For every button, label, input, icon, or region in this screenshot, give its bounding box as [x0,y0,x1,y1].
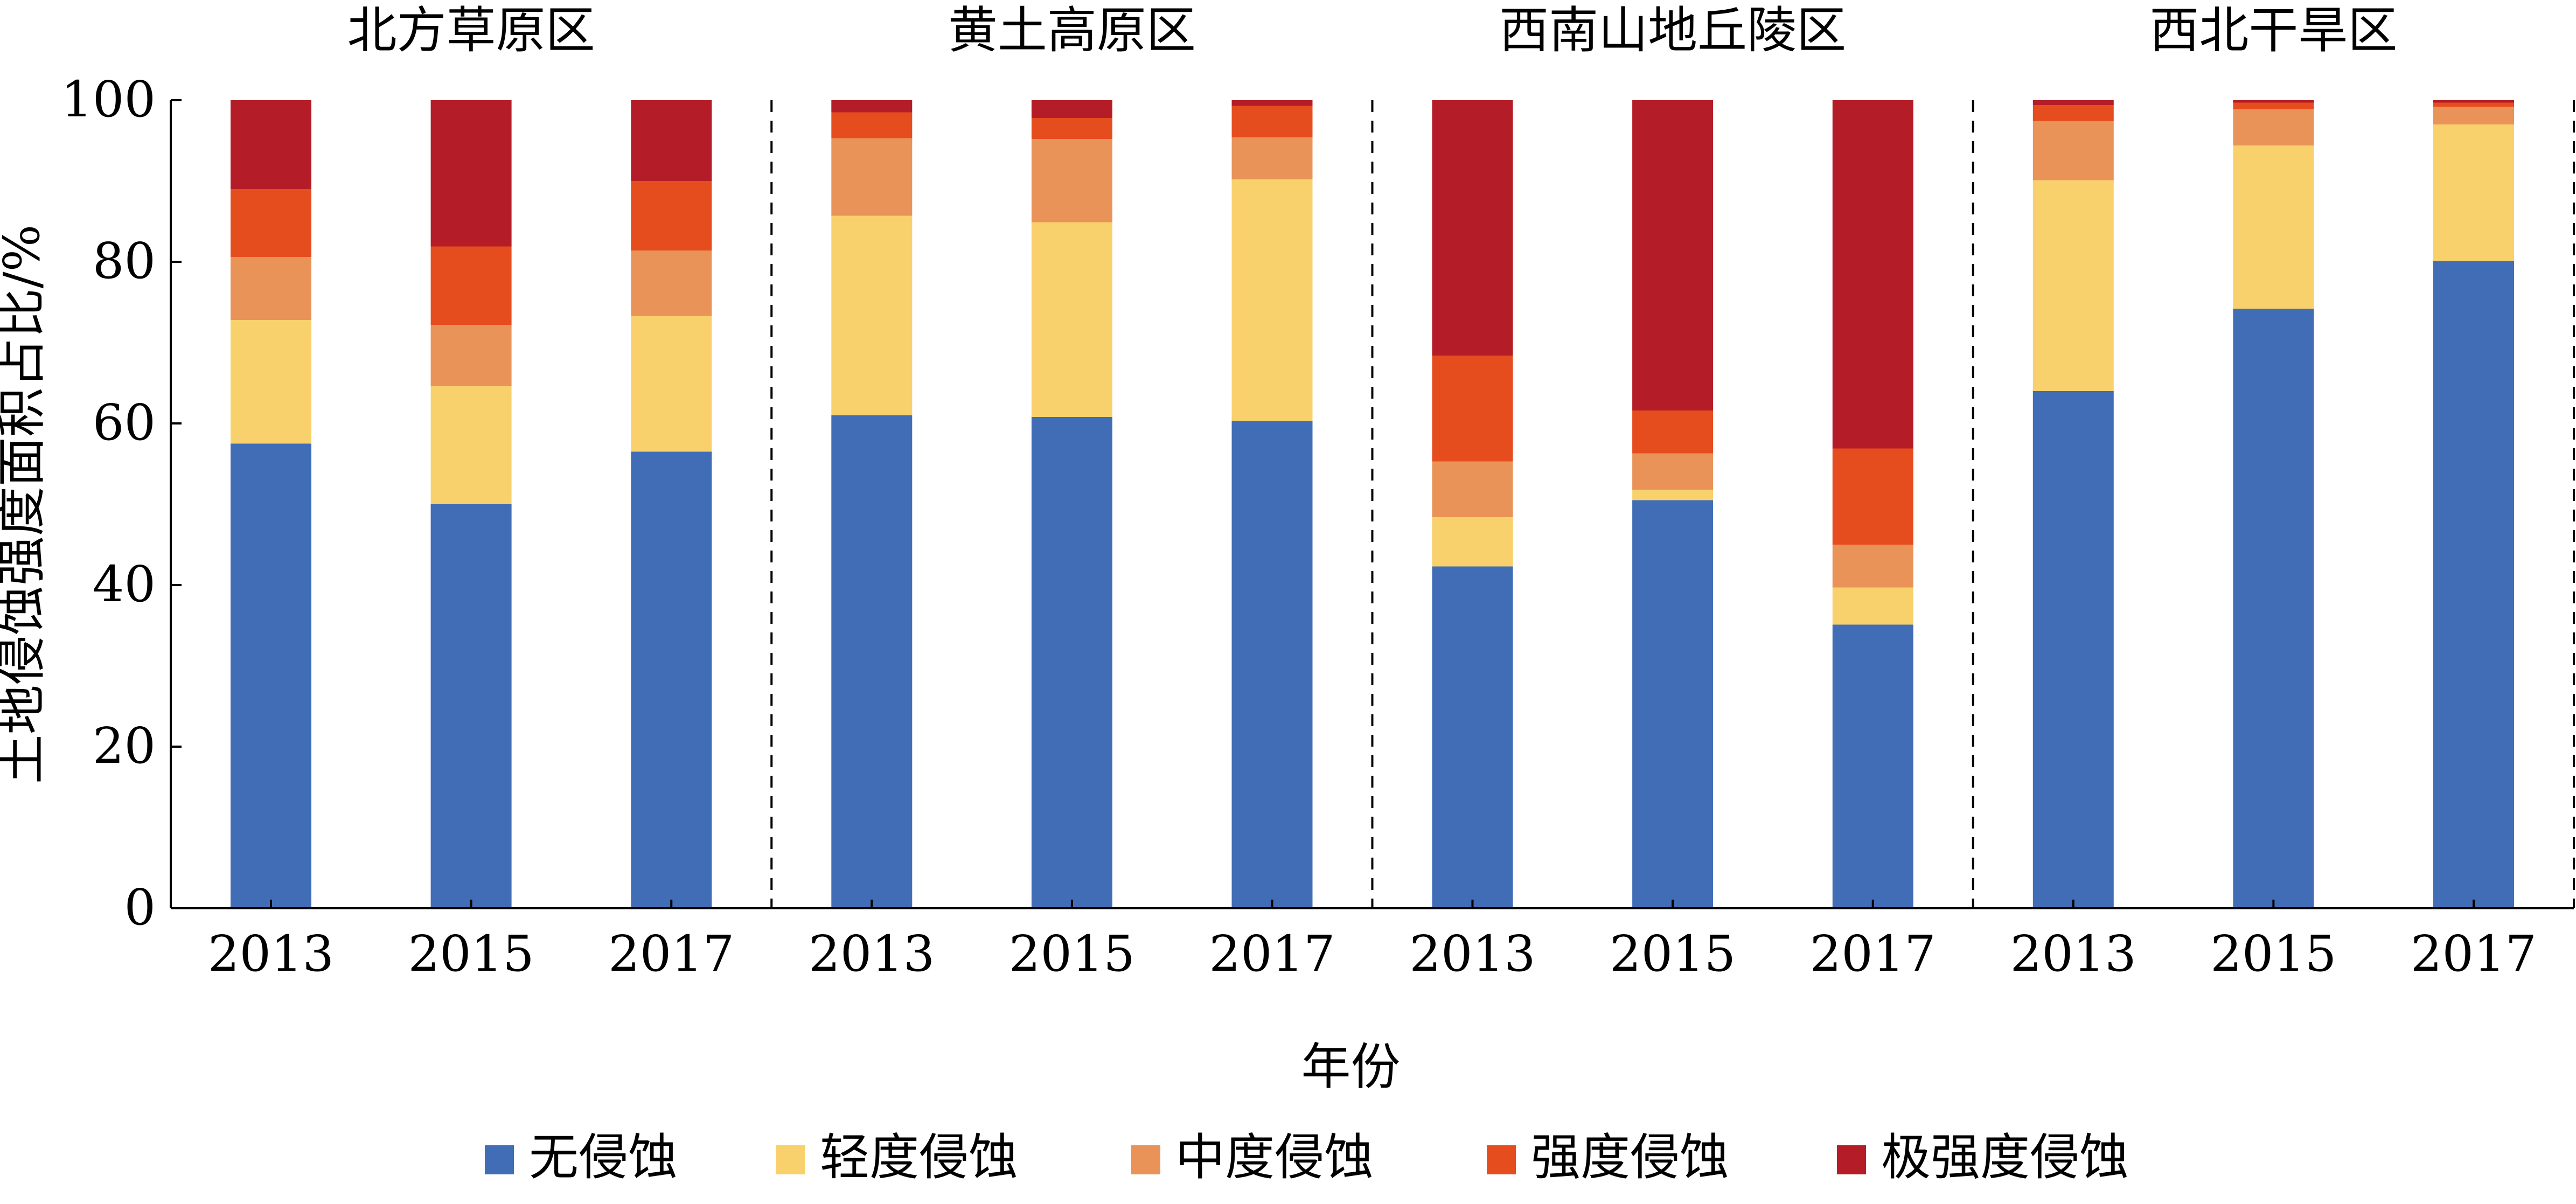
bar-segment [1632,500,1714,908]
bar-segment [831,112,913,138]
bar-segment [2433,107,2514,124]
bar-segment [1231,137,1313,179]
x-tick-label: 2015 [2210,925,2336,983]
legend-swatch [1487,1145,1516,1174]
bar-segment [231,257,311,320]
x-axis-label: 年份 [1301,1038,1400,1096]
bar-segment [2433,261,2514,908]
x-tick-label: 2017 [1810,925,1936,983]
bar-segment [2233,102,2314,109]
bar-segment [1031,139,1112,222]
y-tick-label: 60 [93,394,156,451]
x-tick-label: 2015 [1610,925,1736,983]
y-tick-label: 20 [93,717,156,775]
legend-swatch [776,1145,805,1174]
group-title: 西北干旱区 [2149,2,2397,59]
bar-segment [1632,490,1714,500]
bar-segment [831,215,913,415]
bar-segment [2433,102,2514,107]
bar-segment [1832,587,1913,625]
bar-segment [2433,100,2514,103]
y-tick-label: 100 [61,71,156,128]
bar-segment [631,316,712,452]
bar-segment [1832,545,1913,588]
legend-swatch [1131,1145,1160,1174]
bar-segment [2233,100,2314,103]
bar-segment [231,100,311,189]
bar-segment [2433,124,2514,261]
bar-segment [831,100,913,113]
y-tick-label: 40 [93,555,156,613]
bar-segment [430,246,512,325]
bar-segment [831,415,913,908]
group-title: 黄土高原区 [948,2,1196,59]
y-tick-label: 80 [93,232,156,290]
bar-segment [1432,356,1513,462]
x-tick-label: 2017 [608,925,734,983]
x-tick-label: 2013 [2010,925,2136,983]
bar-segment [1632,100,1714,410]
x-tick-label: 2017 [2411,925,2537,983]
bar-segment [430,386,512,504]
y-tick-label: 0 [124,879,156,936]
bar-segment [430,100,512,247]
bar-segment [631,181,712,250]
bar-segment [1832,624,1913,908]
bar-segment [2233,109,2314,145]
bar-segment [430,325,512,386]
bar-segment [1432,566,1513,908]
bar-segment [1832,100,1913,449]
legend-label: 强度侵蚀 [1531,1129,1729,1186]
x-tick-label: 2013 [208,925,334,983]
bar-segment [1832,448,1913,545]
bar-segment [631,451,712,908]
legend-swatch [485,1145,514,1174]
x-tick-label: 2015 [408,925,534,983]
x-tick-label: 2013 [809,925,935,983]
bar-segment [430,504,512,908]
bar-segment [1632,410,1714,454]
bar-segment [2032,391,2114,908]
group-title: 西南山地丘陵区 [1499,2,1846,59]
bar-segment [1031,118,1112,139]
bar-segment [231,189,311,257]
bar-segment [2032,100,2114,105]
bar-segment [1632,453,1714,490]
legend-label: 无侵蚀 [529,1129,678,1186]
bar-segment [2032,180,2114,391]
bar-segment [831,138,913,216]
legend-label: 中度侵蚀 [1175,1129,1374,1186]
bar-segment [1031,222,1112,417]
bar-segment [631,100,712,181]
bar-segment [1231,106,1313,137]
x-tick-label: 2017 [1209,925,1335,983]
bar-segment [2233,309,2314,908]
bar-segment [1432,461,1513,517]
x-tick-label: 2013 [1409,925,1535,983]
bar-segment [1231,179,1313,421]
bar-segment [2032,121,2114,180]
bar-segment [1031,100,1112,118]
bar-segment [1432,100,1513,356]
group-title: 北方草原区 [347,2,595,59]
bar-segment [231,443,311,908]
legend-swatch [1837,1145,1866,1174]
bar-segment [2032,105,2114,121]
bar-segment [231,320,311,444]
bar-segment [2233,145,2314,309]
legend-label: 极强度侵蚀 [1881,1129,2129,1186]
bar-segment [1031,417,1112,908]
x-tick-label: 2015 [1009,925,1135,983]
bar-segment [1231,100,1313,106]
bar-segment [1231,421,1313,908]
y-axis-label: 土地侵蚀强度面积占比/% [0,225,51,784]
bar-segment [631,250,712,316]
legend-label: 轻度侵蚀 [820,1129,1018,1186]
bar-segment [1432,517,1513,567]
